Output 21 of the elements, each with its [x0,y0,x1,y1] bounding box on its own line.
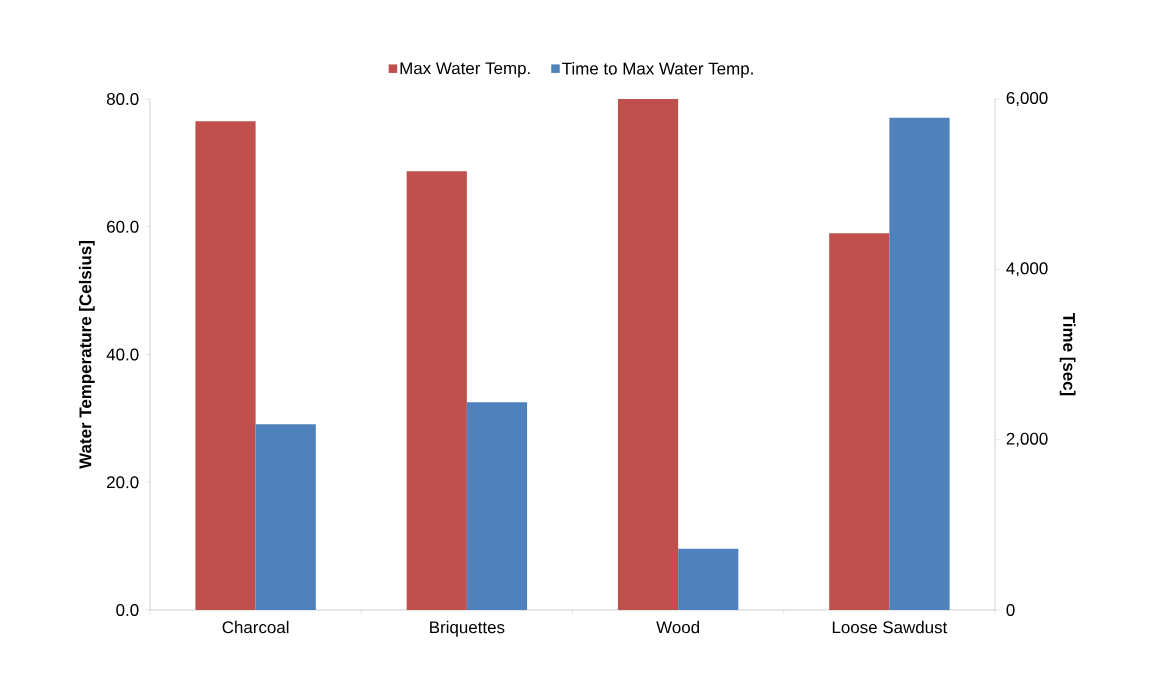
x-tick-label: Loose Sawdust [832,620,948,634]
bar [678,548,739,610]
y2-tick-label: 2,000 [1006,432,1048,447]
y2-tick-label: 4,000 [1006,262,1048,277]
bar [195,121,256,610]
bar [406,171,467,610]
y-axis-title: Water Temperature [Celsius] [78,241,95,469]
x-tick-label: Briquettes [430,620,505,637]
y2-axis-title: Time [sec] [1059,312,1076,396]
y2-tick-label: 0 [1006,604,1015,616]
bar [617,99,679,610]
y-tick-label: 60.0 [107,220,139,233]
y-tick-label: 0.0 [116,604,139,616]
y-tick-label: 40.0 [106,348,139,361]
x-tick-label: Wood [656,620,699,634]
legend-label: Max Water Temp. [400,62,530,78]
y-tick-label: 20.0 [107,476,139,489]
y2-tick-label: 6,000 [1006,92,1048,106]
x-tick-label: Charcoal [222,620,289,634]
legend-label: Time to Max Water Temp. [562,62,753,78]
y-tick-label: 80.0 [106,93,139,105]
